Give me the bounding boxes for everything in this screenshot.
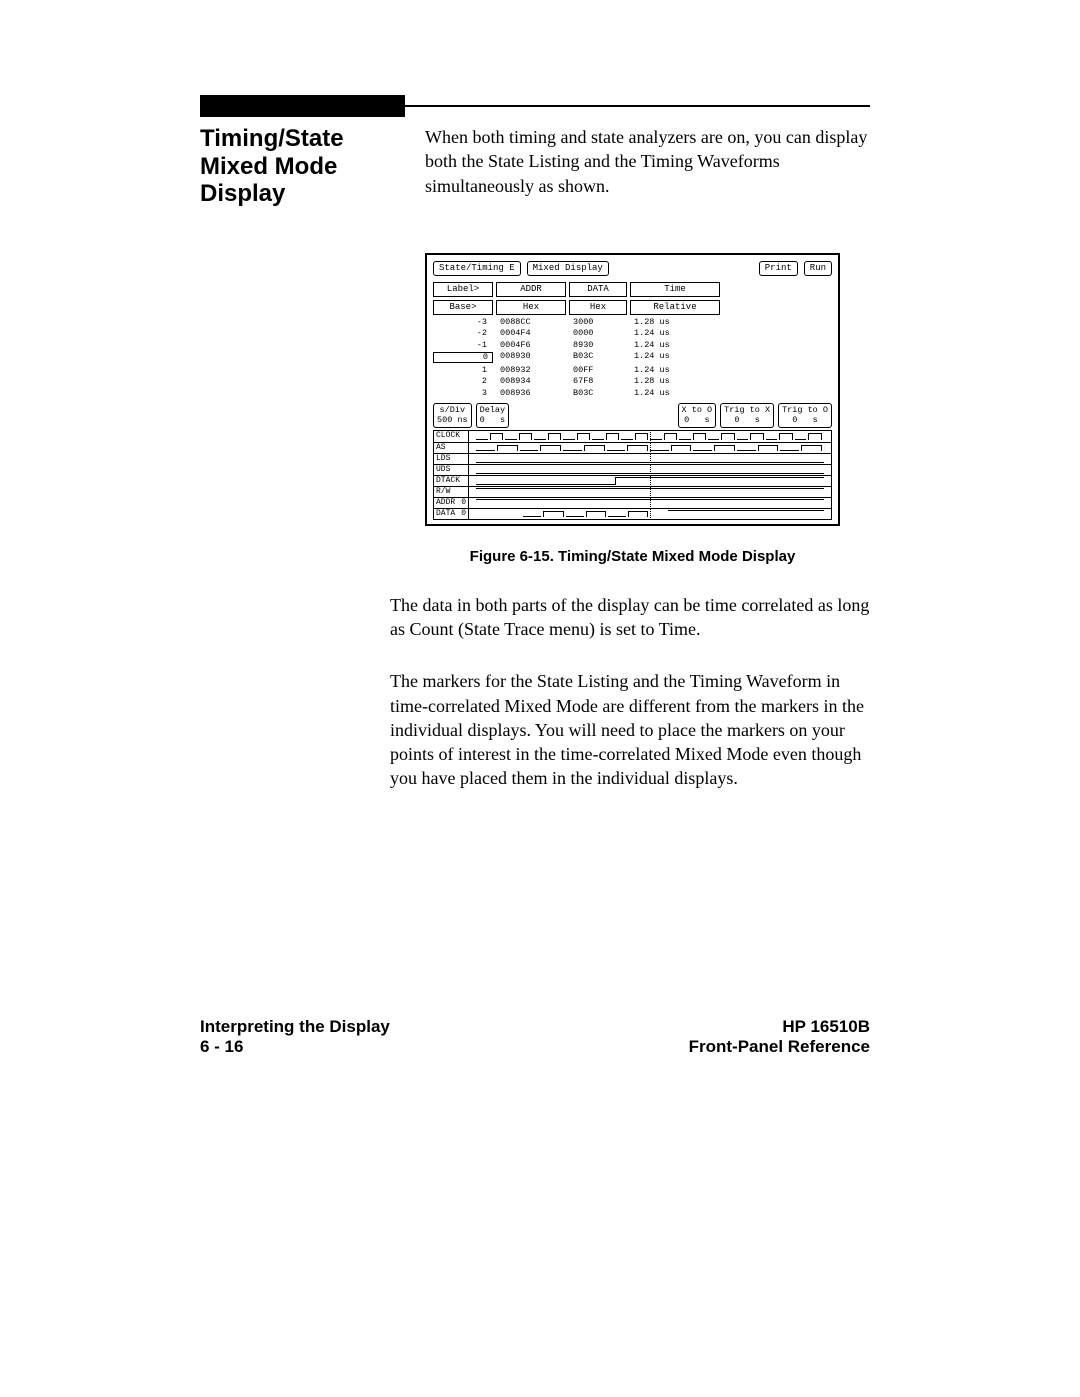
body-paragraph-1: The data in both parts of the display ca… xyxy=(390,593,870,642)
waveform-label: UDS xyxy=(434,465,469,475)
listing-time: 1.24 us xyxy=(630,389,720,398)
waveform-label: DATA0 xyxy=(434,509,469,519)
waveform-label: ADDR0 xyxy=(434,498,469,508)
base-header: Base> xyxy=(433,300,493,315)
waveform-plot xyxy=(469,443,831,453)
trig-to-o-box[interactable]: Trig to O 0 s xyxy=(778,403,832,427)
state-listing: Label> ADDR DATA Time Base> Hex Hex Rela… xyxy=(433,282,832,398)
waveform-label: DTACK xyxy=(434,476,469,486)
listing-index: 1 xyxy=(433,366,493,375)
mode-box[interactable]: Mixed Display xyxy=(527,261,609,276)
listing-data: B03C xyxy=(569,352,627,363)
footer-right-bottom: Front-Panel Reference xyxy=(689,1037,870,1057)
listing-addr: 008932 xyxy=(496,366,566,375)
listing-time: 1.28 us xyxy=(630,318,720,327)
listing-time: 1.28 us xyxy=(630,377,720,386)
listing-data: 00FF xyxy=(569,366,627,375)
sdiv-box[interactable]: s/Div 500 ns xyxy=(433,403,472,427)
listing-addr: 008930 xyxy=(496,352,566,363)
waveform-plot xyxy=(469,454,831,464)
data-header: DATA xyxy=(569,282,627,297)
waveform-label: LDS xyxy=(434,454,469,464)
waveform-row: DTACK xyxy=(434,475,831,486)
listing-addr: 0004F4 xyxy=(496,329,566,338)
listing-data: 67F8 xyxy=(569,377,627,386)
listing-index: -2 xyxy=(433,329,493,338)
listing-addr: 008934 xyxy=(496,377,566,386)
label-header: Label> xyxy=(433,282,493,297)
waveform-plot xyxy=(469,487,831,497)
analyzer-top-row: State/Timing E Mixed Display Print Run xyxy=(433,261,832,276)
header-rule xyxy=(200,95,870,117)
listing-time: 1.24 us xyxy=(630,341,720,350)
listing-time: 1.24 us xyxy=(630,352,720,363)
listing-time: 1.24 us xyxy=(630,366,720,375)
body-paragraph-2: The markers for the State Listing and th… xyxy=(390,669,870,790)
print-button[interactable]: Print xyxy=(759,261,798,276)
section-title: Timing/State Mixed Mode Display xyxy=(200,125,370,208)
listing-addr: 008936 xyxy=(496,389,566,398)
time-base: Relative xyxy=(630,300,720,315)
figure-container: State/Timing E Mixed Display Print Run L… xyxy=(425,253,840,565)
waveform-row: ADDR0 xyxy=(434,497,831,508)
page: Timing/State Mixed Mode Display When bot… xyxy=(0,0,1080,1397)
footer-left-top: Interpreting the Display xyxy=(200,1017,390,1037)
waveform-row: DATA0 xyxy=(434,508,831,519)
waveform-row: UDS xyxy=(434,464,831,475)
data-base: Hex xyxy=(569,300,627,315)
delay-box[interactable]: Delay 0 s xyxy=(476,403,510,427)
footer-right-top: HP 16510B xyxy=(782,1017,870,1037)
waveform-plot xyxy=(469,509,831,519)
time-header: Time xyxy=(630,282,720,297)
waveform-row: R/W xyxy=(434,486,831,497)
analyzer-name-box[interactable]: State/Timing E xyxy=(433,261,521,276)
analyzer-screenshot: State/Timing E Mixed Display Print Run L… xyxy=(425,253,840,526)
waveform-row: AS xyxy=(434,442,831,453)
waveform-plot xyxy=(469,476,831,486)
waveform-label: R/W xyxy=(434,487,469,497)
listing-data: 3000 xyxy=(569,318,627,327)
page-footer: Interpreting the Display HP 16510B 6 - 1… xyxy=(200,1017,870,1057)
listing-data: 8930 xyxy=(569,341,627,350)
waveform-row: CLOCK xyxy=(434,431,831,442)
intro-paragraph: When both timing and state analyzers are… xyxy=(425,125,870,198)
listing-time: 1.24 us xyxy=(630,329,720,338)
waveform-label: AS xyxy=(434,443,469,453)
listing-index: 2 xyxy=(433,377,493,386)
waveform-row: LDS xyxy=(434,453,831,464)
trig-to-x-box[interactable]: Trig to X 0 s xyxy=(720,403,774,427)
x-to-o-box[interactable]: X to O 0 s xyxy=(678,403,717,427)
figure-caption: Figure 6-15. Timing/State Mixed Mode Dis… xyxy=(425,548,840,565)
timing-params-row: s/Div 500 ns Delay 0 s X to O 0 s Trig t… xyxy=(433,403,832,427)
waveform-grid: CLOCKASLDSUDSDTACKR/WADDR0DATA0 xyxy=(433,430,832,520)
waveform-plot xyxy=(469,431,831,442)
addr-header: ADDR xyxy=(496,282,566,297)
listing-addr: 0088CC xyxy=(496,318,566,327)
footer-left-bottom: 6 - 16 xyxy=(200,1037,243,1057)
addr-base: Hex xyxy=(496,300,566,315)
waveform-plot xyxy=(469,465,831,475)
listing-data: 0000 xyxy=(569,329,627,338)
content: Timing/State Mixed Mode Display When bot… xyxy=(200,125,870,1307)
listing-index: 0 xyxy=(433,352,493,363)
listing-index: 3 xyxy=(433,389,493,398)
waveform-label: CLOCK xyxy=(434,431,469,442)
run-button[interactable]: Run xyxy=(804,261,832,276)
listing-addr: 0004F6 xyxy=(496,341,566,350)
listing-data: B03C xyxy=(569,389,627,398)
listing-index: -1 xyxy=(433,341,493,350)
waveform-plot xyxy=(469,498,831,508)
listing-index: -3 xyxy=(433,318,493,327)
